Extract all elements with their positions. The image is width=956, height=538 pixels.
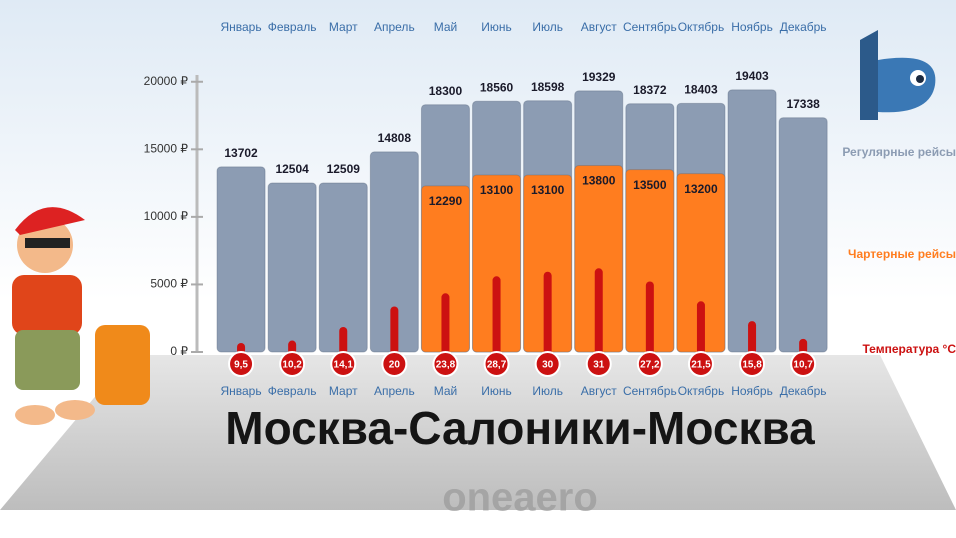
value-label: 13500 [633,178,667,192]
bar [216,166,266,353]
temperature-label: 30 [542,360,554,371]
thermometer-bulb [687,351,714,377]
value-label: 12504 [275,162,309,176]
temperature-label: 20 [389,360,401,371]
month-label-bottom: Июль [532,384,563,398]
value-label: 18598 [531,80,565,94]
value-label: 18300 [429,84,463,98]
legend-label: Регулярные рейсы [842,145,956,159]
month-label-bottom: Июнь [481,384,512,398]
temperature-label: 27,2 [640,360,660,371]
y-tick-label: 0 ₽ [170,344,188,358]
thermometer-bulb [636,351,663,377]
temperature-label: 14,1 [334,360,354,371]
temperature-label: 10,2 [282,360,302,371]
month-label-bottom: Май [434,384,458,398]
value-label: 18372 [633,83,667,97]
thermometer [441,293,450,362]
thermometer-bulb [279,351,306,377]
thermometer-bulb [228,351,255,377]
month-label-top: Март [329,20,358,34]
value-label: 12290 [429,194,463,208]
month-label-top: Май [434,20,458,34]
thermometer-bulb [790,351,817,377]
thermometer [390,306,399,362]
temperature-label: 23,8 [436,360,456,371]
value-label: 13100 [480,183,514,197]
month-label-bottom: Декабрь [780,384,827,398]
month-label-top: Август [581,20,618,34]
value-label: 13100 [531,183,565,197]
month-label-bottom: Сентябрь [623,384,677,398]
temperature-label: 9,5 [234,360,248,371]
temperature-label: 31 [593,360,605,371]
floor [0,355,956,510]
temperature-label: 28,7 [487,360,507,371]
value-label: 12509 [327,162,361,176]
temperature-label: 10,7 [793,360,813,371]
tourist-illustration [12,207,150,425]
thermometer [492,276,501,362]
thermometer-bulb [739,351,766,377]
thermometer-bulb [534,351,561,377]
y-tick-label: 15000 ₽ [144,141,189,155]
y-tick-label: 5000 ₽ [150,277,188,291]
value-label: 19329 [582,70,616,84]
month-label-bottom: Март [329,384,358,398]
bar [778,117,828,353]
temperature-label: 21,5 [691,360,711,371]
thermometer-bulb [585,351,612,377]
month-label-bottom: Октябрь [678,384,725,398]
value-label: 18403 [684,83,718,97]
bar [318,182,368,353]
y-tick-label: 20000 ₽ [144,74,189,88]
logo [860,30,936,120]
thermometer [696,301,705,362]
month-label-top: Ноябрь [731,20,773,34]
month-label-top: Декабрь [780,20,827,34]
month-label-top: Январь [220,20,261,34]
chart-title: Москва-Салоники-Москва [225,402,815,454]
thermometer-bulb [330,351,357,377]
bar [727,89,777,353]
month-label-bottom: Февраль [268,384,317,398]
thermometer [594,268,603,362]
value-label: 14808 [378,131,412,145]
value-label: 19403 [735,69,769,83]
thermometer-bulb [432,351,459,377]
month-label-bottom: Апрель [374,384,415,398]
value-label: 13800 [582,174,616,188]
value-label: 18560 [480,80,514,94]
legend-label: Температура °C [862,342,956,356]
month-label-bottom: Январь [220,384,261,398]
value-label: 17338 [786,97,820,111]
month-label-top: Октябрь [678,20,725,34]
month-label-top: Сентябрь [623,20,677,34]
month-label-top: Февраль [268,20,317,34]
value-label: 13702 [224,146,258,160]
month-label-top: Апрель [374,20,415,34]
month-label-bottom: Ноябрь [731,384,773,398]
month-label-top: Июль [532,20,563,34]
thermometer [645,281,654,362]
month-label-top: Июнь [481,20,512,34]
thermometer [543,271,552,362]
bar [267,182,317,353]
thermometer-bulb [381,351,408,377]
brand: oneaero [442,476,598,520]
legend-label: Чартерные рейсы [848,247,956,261]
month-label-bottom: Август [581,384,618,398]
thermometer-bulb [483,351,510,377]
value-label: 13200 [684,182,718,196]
y-tick-label: 10000 ₽ [144,209,189,223]
temperature-label: 15,8 [742,360,762,371]
